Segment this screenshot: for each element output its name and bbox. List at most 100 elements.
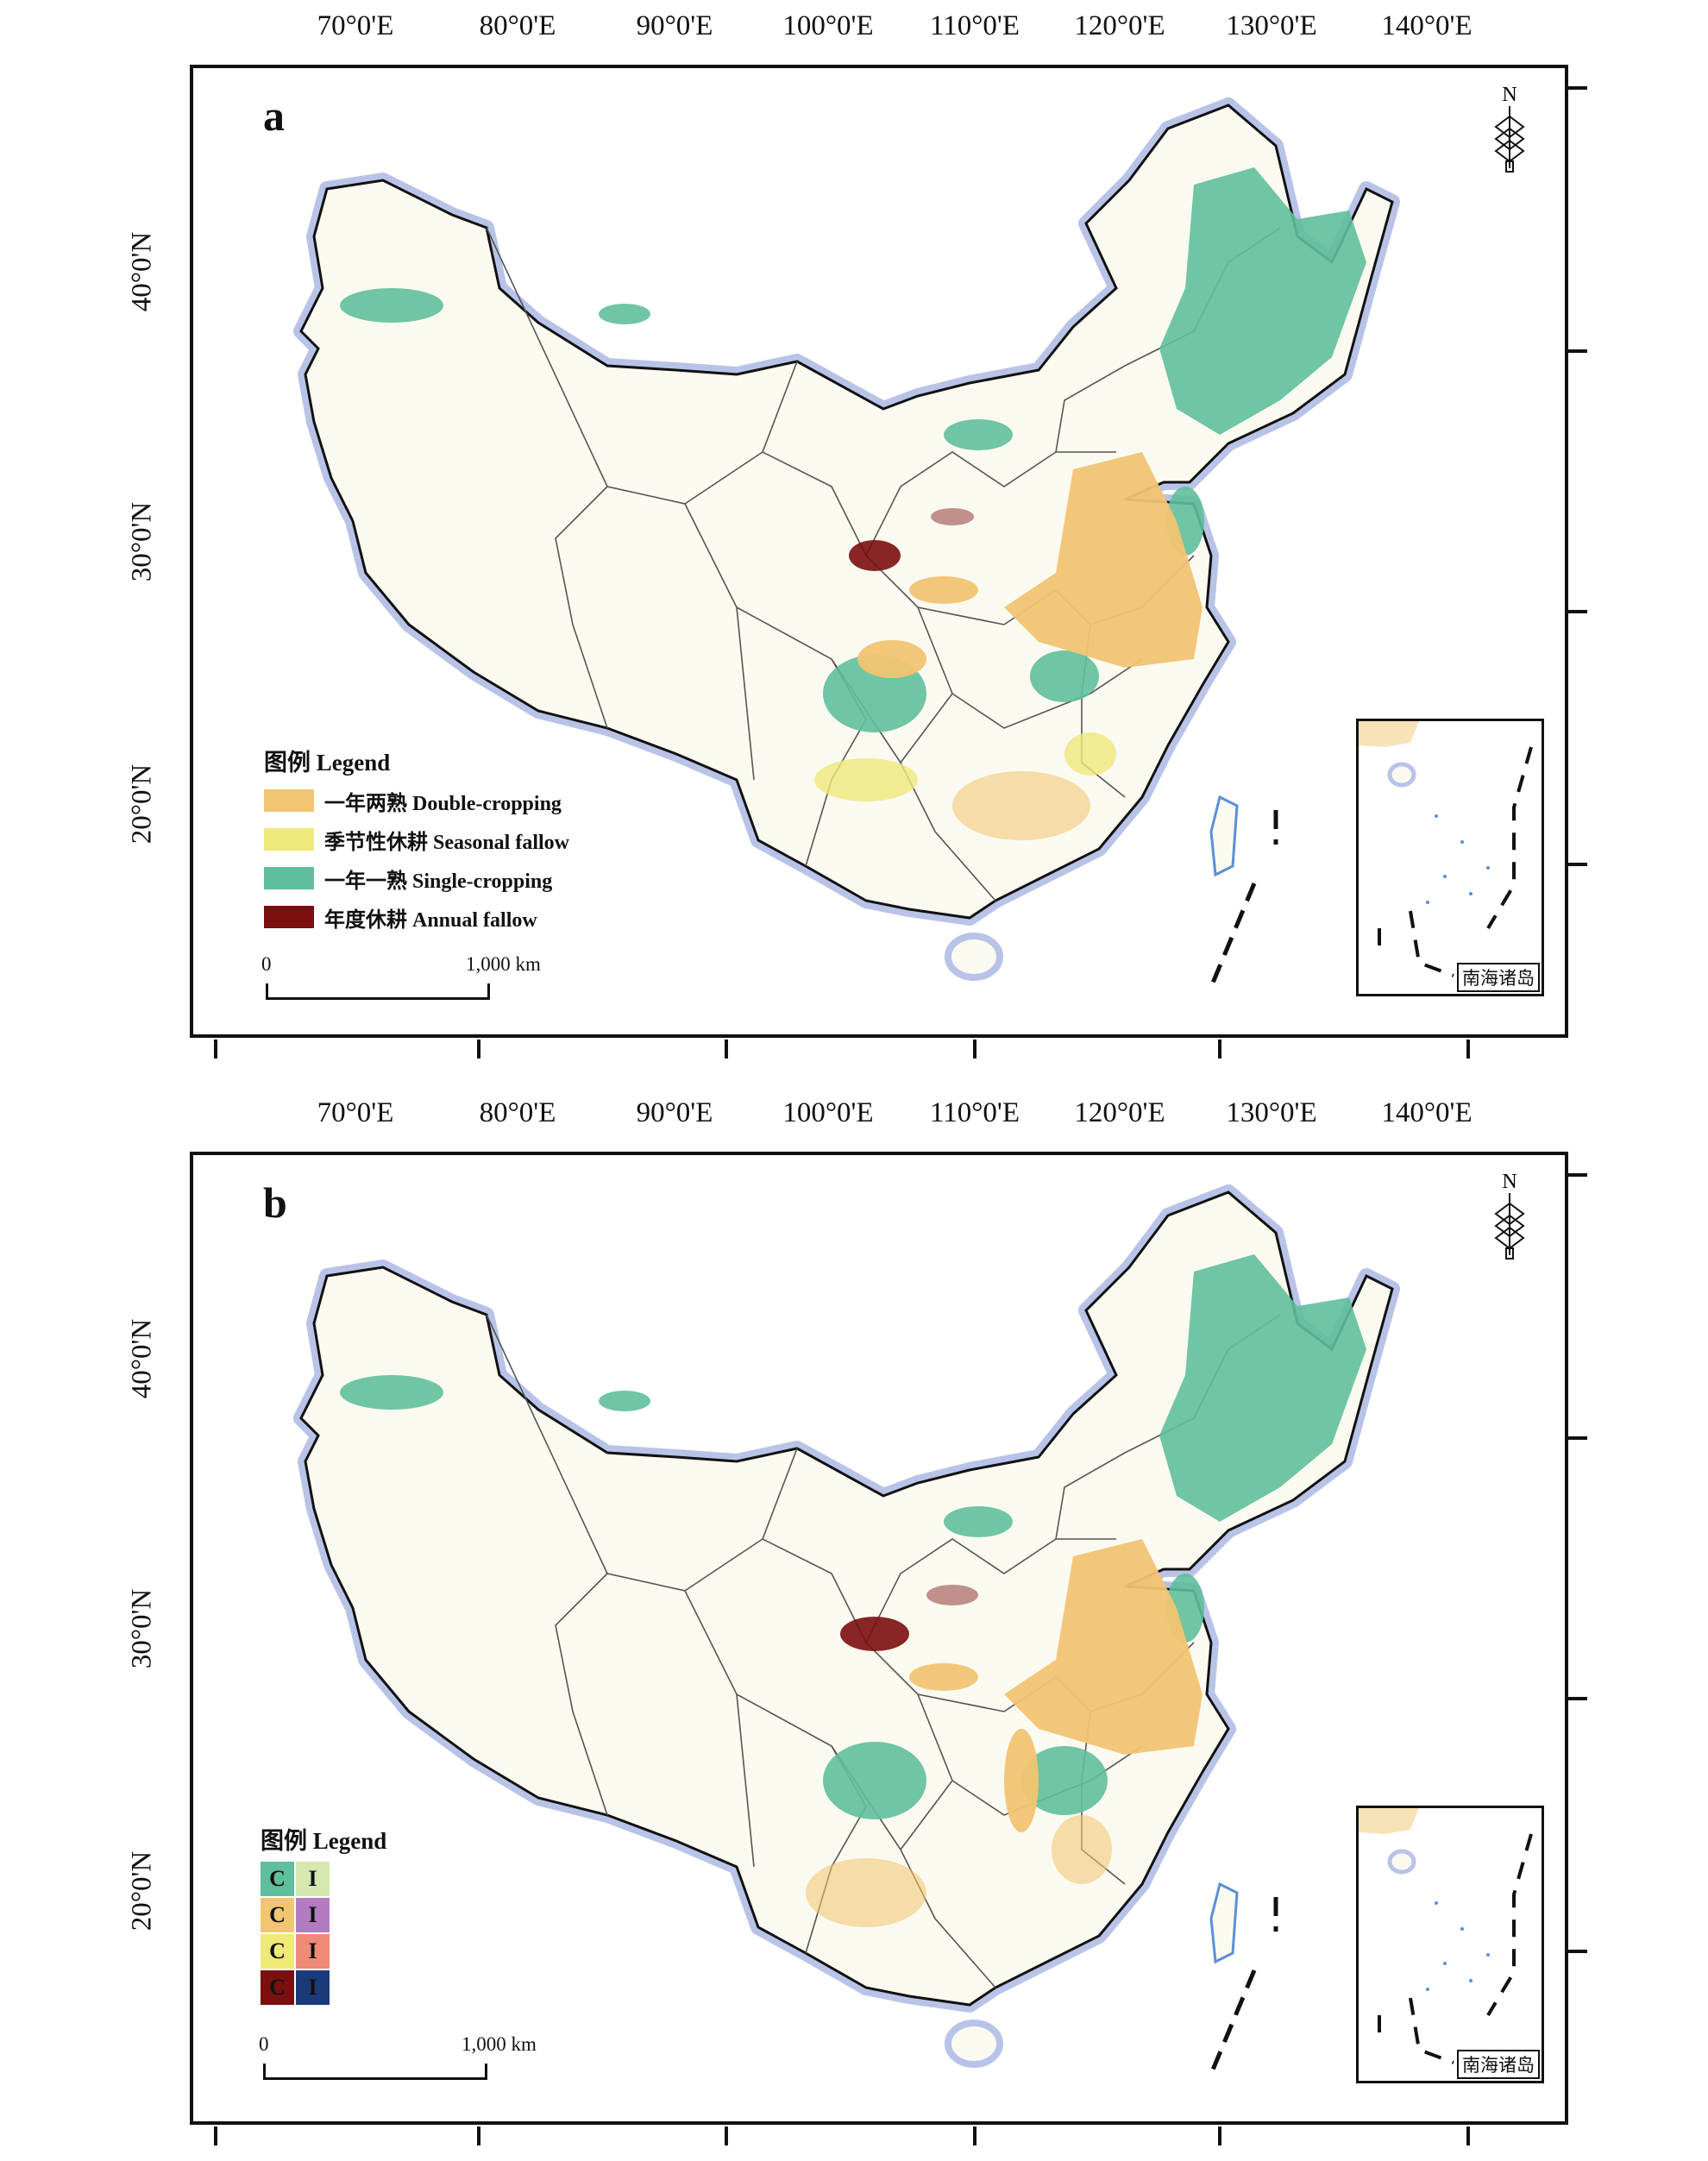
- legend-title: 图例 Legend: [261, 1828, 387, 1854]
- map-panel-b: 70°0'E 80°0'E 90°0'E 100°0'E 110°0'E 120…: [0, 1087, 1708, 2161]
- legend-item-annual-fallow: 年度休耕 Annual fallow: [264, 904, 537, 932]
- lat-label: 20°0'N: [126, 763, 158, 845]
- scale-end: 1,000 km: [466, 953, 541, 975]
- lon-label: 70°0'E: [317, 10, 394, 41]
- legend-swatch: [264, 906, 314, 928]
- scale-start: 0: [259, 2033, 269, 2055]
- lon-label: 80°0'E: [479, 10, 556, 41]
- axis-tick: [1568, 1697, 1587, 1700]
- lat-label: 20°0'N: [126, 1850, 158, 1932]
- legend-swatch: [264, 789, 314, 812]
- lon-label: 120°0'E: [1074, 1097, 1165, 1128]
- taiwan-island: [1209, 1881, 1239, 1964]
- axis-tick: [1466, 2126, 1470, 2145]
- lon-label: 100°0'E: [782, 1097, 874, 1128]
- legend-item-single-cropping: 一年一熟 Single-cropping: [264, 865, 553, 893]
- legend-cell-c: C: [261, 1898, 294, 1932]
- taiwan-island: [1209, 795, 1239, 877]
- axis-tick: [1218, 2126, 1221, 2145]
- lon-label: 140°0'E: [1381, 1097, 1473, 1128]
- lon-label: 100°0'E: [782, 10, 874, 41]
- axis-tick: [725, 1040, 728, 1059]
- axis-tick: [1568, 1436, 1587, 1440]
- lon-label: 70°0'E: [317, 1097, 394, 1128]
- legend-cell-i: I: [296, 1970, 330, 2005]
- axis-tick: [477, 2126, 480, 2145]
- north-arrow-icon: N: [1494, 1171, 1525, 1260]
- lon-label: 120°0'E: [1074, 10, 1165, 41]
- inset-label: 南海诸岛: [1457, 963, 1540, 992]
- axis-tick: [973, 1040, 976, 1059]
- single-cropping-areas: [340, 167, 1366, 732]
- axis-tick: [973, 2126, 976, 2145]
- nine-dash-line: [1209, 1897, 1278, 2075]
- hainan-island: [945, 933, 1003, 981]
- china-cropping-map: [293, 97, 1400, 988]
- lon-label: 90°0'E: [636, 1097, 713, 1128]
- legend-grid: C I C I C I C I: [261, 1862, 330, 2007]
- legend-cell-c: C: [261, 1934, 294, 1969]
- legend-swatch: [264, 867, 314, 889]
- north-label: N: [1502, 84, 1516, 106]
- scale-bar: [263, 2064, 487, 2081]
- legend-swatch: [264, 828, 314, 851]
- lon-label: 110°0'E: [929, 1097, 1020, 1128]
- lat-label: 30°0'N: [126, 1588, 158, 1669]
- lon-label: 90°0'E: [636, 10, 713, 41]
- legend-label: 一年一熟 Single-cropping: [324, 870, 553, 893]
- north-arrow-icon: N: [1494, 84, 1525, 173]
- axis-tick: [1568, 86, 1587, 90]
- lon-label: 130°0'E: [1226, 1097, 1317, 1128]
- axis-tick: [1568, 349, 1587, 353]
- legend-label: 一年两熟 Double-cropping: [324, 792, 562, 815]
- lon-label: 80°0'E: [479, 1097, 556, 1128]
- legend-cell-c: C: [261, 1970, 294, 2005]
- lat-label: 40°0'N: [126, 231, 158, 312]
- hainan-island: [945, 2020, 1003, 2068]
- axis-tick: [725, 2126, 728, 2145]
- axis-tick: [1466, 1040, 1470, 1059]
- legend-label: 季节性休耕 Seasonal fallow: [324, 831, 570, 854]
- legend-item-seasonal-fallow: 季节性休耕 Seasonal fallow: [264, 826, 570, 854]
- axis-tick: [1568, 863, 1587, 866]
- inset-map: [1359, 1808, 1533, 2064]
- map-panel-a: 70°0'E 80°0'E 90°0'E 100°0'E 110°0'E 120…: [0, 0, 1708, 1074]
- single-cropping-areas: [340, 1254, 1366, 1819]
- lat-label: 40°0'N: [126, 1318, 158, 1399]
- axis-tick: [214, 1040, 217, 1059]
- nine-dash-line: [1209, 810, 1278, 988]
- annual-fallow-areas: [849, 508, 974, 571]
- map-frame: [190, 65, 1568, 1038]
- scale-end: 1,000 km: [462, 2033, 537, 2055]
- inset-map: [1359, 721, 1533, 977]
- axis-tick: [1568, 1950, 1587, 1953]
- legend-cell-i: I: [296, 1934, 330, 1969]
- china-cropping-map: [293, 1184, 1400, 2075]
- seasonal-fallow-areas: [814, 732, 1116, 801]
- panel-letter: b: [263, 1178, 287, 1227]
- axis-tick: [1218, 1040, 1221, 1059]
- lon-label: 140°0'E: [1381, 10, 1473, 41]
- legend-cell-i: I: [296, 1862, 330, 1896]
- axis-tick: [477, 1040, 480, 1059]
- scale-start: 0: [261, 953, 272, 975]
- north-label: N: [1502, 1171, 1516, 1193]
- scale-bar: [266, 983, 490, 1001]
- inset-label: 南海诸岛: [1457, 2050, 1540, 2079]
- double-cropping-areas: [857, 452, 1203, 840]
- axis-tick: [1568, 1173, 1587, 1177]
- legend-item-double-cropping: 一年两熟 Double-cropping: [264, 788, 562, 815]
- map-frame: [190, 1152, 1568, 2125]
- south-china-sea-inset: 南海诸岛: [1356, 719, 1544, 996]
- legend-title: 图例 Legend: [264, 750, 391, 776]
- annual-fallow-areas: [840, 1585, 978, 1651]
- legend-cell-c: C: [261, 1862, 294, 1896]
- axis-tick: [1568, 610, 1587, 613]
- legend-label: 年度休耕 Annual fallow: [324, 908, 537, 932]
- double-cropping-areas: [806, 1539, 1203, 1927]
- axis-tick: [214, 2126, 217, 2145]
- lon-label: 130°0'E: [1226, 10, 1317, 41]
- panel-letter: a: [263, 91, 285, 140]
- lon-label: 110°0'E: [929, 10, 1020, 41]
- lat-label: 30°0'N: [126, 501, 158, 582]
